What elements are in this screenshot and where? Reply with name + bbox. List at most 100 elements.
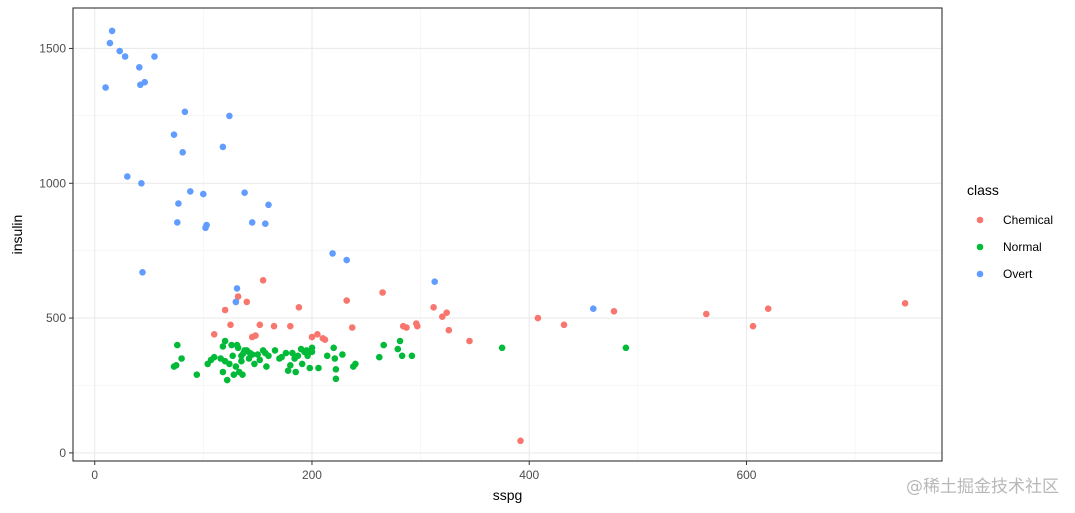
- point-chemical: [227, 321, 234, 329]
- legend: class Chemical Normal Overt: [967, 182, 1053, 281]
- point-normal: [248, 351, 256, 358]
- point-overt: [121, 53, 129, 60]
- point-chemical: [445, 326, 453, 334]
- point-overt: [181, 108, 189, 116]
- point-normal: [332, 366, 340, 373]
- point-chemical: [430, 304, 437, 311]
- legend-label-chemical: Chemical: [1003, 213, 1053, 227]
- point-normal: [178, 355, 185, 362]
- point-normal: [226, 360, 233, 368]
- point-overt: [219, 143, 227, 151]
- panel-border: [72, 7, 943, 462]
- x-tick-label: 400: [519, 468, 539, 482]
- legend-key-chemical: [976, 216, 984, 224]
- legend-key-normal: [976, 243, 984, 251]
- point-normal: [352, 360, 359, 368]
- point-overt: [174, 219, 181, 226]
- point-normal: [232, 363, 240, 370]
- point-normal: [210, 353, 218, 361]
- point-overt: [431, 278, 439, 286]
- point-chemical: [439, 313, 446, 321]
- point-overt: [108, 27, 116, 35]
- point-chemical: [610, 308, 618, 315]
- legend-label-normal: Normal: [1003, 240, 1042, 254]
- point-normal: [228, 341, 235, 349]
- point-overt: [226, 112, 233, 120]
- x-tick-label: 0: [91, 468, 98, 482]
- point-normal: [223, 376, 231, 384]
- point-normal: [230, 371, 238, 379]
- point-chemical: [221, 306, 229, 314]
- point-chemical: [308, 333, 316, 341]
- x-axis-title: sspg: [493, 487, 523, 503]
- point-normal: [294, 352, 302, 360]
- point-overt: [233, 285, 241, 292]
- point-chemical: [256, 321, 264, 329]
- point-normal: [219, 368, 227, 376]
- point-normal: [271, 347, 279, 354]
- point-normal: [284, 367, 292, 375]
- point-normal: [622, 344, 630, 352]
- point-chemical: [749, 322, 757, 330]
- point-normal: [323, 352, 331, 360]
- point-normal: [282, 349, 290, 357]
- point-chemical: [259, 277, 267, 284]
- point-chemical: [414, 322, 421, 330]
- point-chemical: [901, 300, 909, 307]
- point-overt: [151, 53, 158, 60]
- point-normal: [330, 344, 338, 352]
- point-overt: [265, 201, 272, 209]
- point-overt: [203, 221, 210, 229]
- point-chemical: [234, 293, 242, 300]
- point-overt: [241, 189, 248, 196]
- point-chemical: [243, 298, 251, 306]
- x-tick-label: 600: [736, 468, 756, 482]
- point-normal: [256, 356, 264, 364]
- series-normal: [170, 337, 630, 384]
- point-normal: [303, 347, 310, 354]
- legend-label-overt: Overt: [1003, 267, 1033, 281]
- point-normal: [304, 352, 311, 360]
- point-chemical: [379, 289, 386, 296]
- legend-title: class: [967, 182, 999, 198]
- point-normal: [398, 352, 406, 360]
- legend-key-overt: [976, 270, 984, 278]
- point-overt: [116, 47, 123, 55]
- point-chemical: [703, 310, 710, 318]
- y-tick-label: 0: [59, 446, 66, 460]
- point-overt: [248, 219, 256, 226]
- point-overt: [139, 269, 146, 276]
- point-normal: [229, 352, 236, 360]
- point-overt: [141, 78, 148, 86]
- point-chemical: [403, 324, 410, 331]
- point-overt: [343, 256, 351, 264]
- point-normal: [396, 337, 404, 345]
- point-normal: [298, 360, 306, 368]
- point-chemical: [210, 331, 218, 338]
- point-chemical: [534, 314, 542, 322]
- point-chemical: [764, 305, 772, 313]
- point-normal: [287, 362, 294, 369]
- point-overt: [170, 131, 178, 138]
- point-normal: [172, 362, 180, 369]
- point-normal: [292, 368, 300, 376]
- point-normal: [234, 344, 242, 352]
- point-overt: [329, 250, 336, 257]
- point-normal: [408, 352, 416, 360]
- point-overt: [179, 149, 186, 156]
- point-chemical: [466, 337, 473, 345]
- point-normal: [315, 364, 322, 372]
- point-chemical: [517, 437, 524, 445]
- y-tick-label: 1500: [39, 41, 66, 55]
- point-normal: [289, 349, 296, 357]
- point-normal: [265, 352, 272, 360]
- point-chemical: [314, 331, 321, 338]
- point-overt: [232, 298, 240, 306]
- point-overt: [590, 305, 597, 313]
- axes: 0 200 400 600 0 500 1000 1500: [39, 7, 943, 482]
- point-normal: [308, 348, 316, 356]
- point-normal: [174, 341, 181, 349]
- point-normal: [376, 353, 383, 361]
- point-normal: [251, 360, 258, 368]
